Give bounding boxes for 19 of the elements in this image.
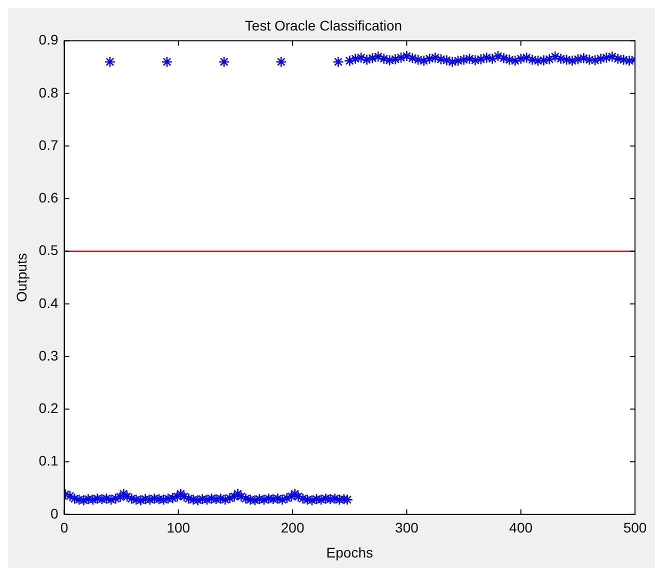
y-tick-label: 0.3	[38, 347, 58, 364]
x-axis-title: Epochs	[326, 544, 373, 560]
x-tick-label: 0	[60, 520, 68, 536]
y-tick-label: 0.9	[38, 32, 58, 48]
y-tick-label: 0.1	[38, 452, 58, 469]
chart-title: Test Oracle Classification	[244, 17, 402, 34]
y-tick-label: 0.5	[38, 242, 58, 258]
x-tick-label: 100	[166, 520, 190, 536]
x-tick-label: 200	[280, 520, 304, 536]
y-tick-label: 0.7	[38, 136, 58, 153]
y-axis-title: Outputs	[13, 253, 30, 302]
x-tick-label: 500	[623, 520, 647, 536]
x-tick-label: 300	[395, 520, 419, 536]
y-tick-label: 0.8	[38, 84, 58, 100]
x-tick-label: 400	[509, 520, 533, 536]
y-tick-label: 0.2	[38, 400, 58, 416]
y-tick-label: 0.4	[38, 294, 58, 311]
y-tick-label: 0	[50, 505, 58, 522]
y-tick-label: 0.6	[38, 190, 58, 206]
